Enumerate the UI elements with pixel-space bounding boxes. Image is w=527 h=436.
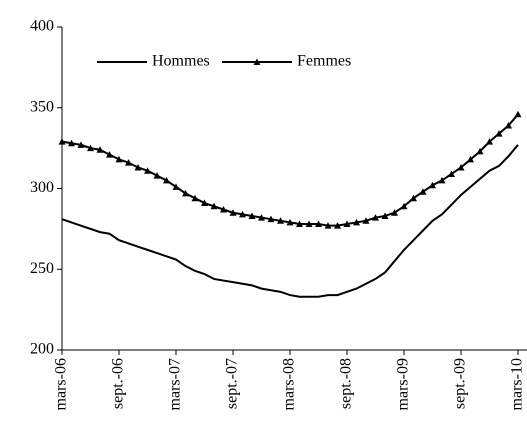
marker xyxy=(410,194,417,202)
marker xyxy=(429,181,436,189)
marker xyxy=(134,164,142,171)
marker xyxy=(514,110,522,118)
marker xyxy=(362,217,370,224)
series-line xyxy=(61,144,519,298)
marker xyxy=(438,176,446,184)
y-tick-label: 300 xyxy=(30,179,54,196)
legend-label: Hommes xyxy=(152,53,210,70)
marker xyxy=(353,218,360,226)
marker xyxy=(163,176,170,184)
marker xyxy=(277,217,284,224)
marker xyxy=(106,151,113,158)
x-tick-label: mars-07 xyxy=(167,358,184,410)
x-tick-label: mars-09 xyxy=(395,358,412,410)
x-tick-label: sept.-07 xyxy=(224,358,241,409)
marker xyxy=(87,144,94,152)
marker xyxy=(486,138,493,145)
marker xyxy=(96,146,104,153)
marker xyxy=(239,210,246,218)
marker xyxy=(372,214,379,221)
marker xyxy=(467,155,474,163)
marker xyxy=(305,220,313,228)
marker xyxy=(248,212,256,219)
marker xyxy=(505,122,512,129)
marker xyxy=(153,172,161,179)
marker xyxy=(201,199,208,207)
marker xyxy=(125,159,132,166)
marker xyxy=(210,202,218,210)
x-tick-label: mars-08 xyxy=(281,358,298,410)
marker xyxy=(229,209,237,216)
marker xyxy=(182,189,189,197)
marker xyxy=(172,183,180,190)
marker xyxy=(144,167,151,174)
marker xyxy=(324,222,332,229)
marker xyxy=(334,222,341,229)
marker xyxy=(296,220,303,228)
y-tick-label: 200 xyxy=(30,341,54,358)
marker xyxy=(58,138,66,145)
marker xyxy=(191,194,199,202)
marker xyxy=(400,202,408,210)
marker xyxy=(267,215,275,223)
marker xyxy=(448,170,455,177)
legend-label: Femmes xyxy=(297,53,351,70)
marker xyxy=(495,130,503,137)
x-tick-label: mars-06 xyxy=(53,358,70,410)
y-tick-label: 350 xyxy=(30,98,54,115)
x-tick-label: sept.-09 xyxy=(452,358,469,409)
marker xyxy=(457,164,465,171)
y-tick-label: 400 xyxy=(30,18,54,35)
marker xyxy=(391,209,398,216)
y-tick-label: 250 xyxy=(30,260,54,277)
marker xyxy=(77,141,85,148)
marker xyxy=(315,220,322,228)
marker xyxy=(286,218,294,226)
series-line xyxy=(61,113,519,227)
marker xyxy=(115,155,123,163)
marker xyxy=(68,139,75,147)
marker xyxy=(253,58,261,65)
marker xyxy=(476,147,484,155)
x-tick-label: sept.-08 xyxy=(338,358,355,409)
marker xyxy=(220,205,227,213)
marker xyxy=(343,220,351,228)
x-tick-label: mars-10 xyxy=(509,358,526,410)
x-tick-label: sept.-06 xyxy=(110,358,127,409)
marker xyxy=(419,188,427,195)
marker xyxy=(258,214,265,221)
marker xyxy=(381,212,389,219)
